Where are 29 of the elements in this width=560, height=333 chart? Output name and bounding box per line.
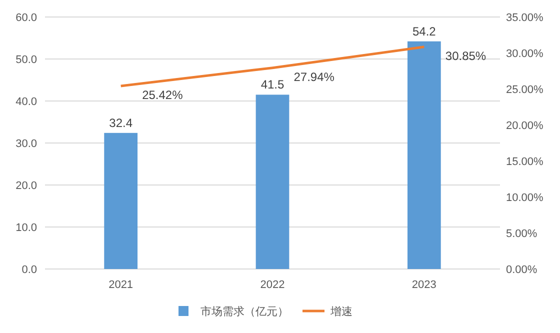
- y2-tick-label: 15.00%: [506, 156, 544, 168]
- bar: [256, 94, 290, 269]
- data-label: 41.5: [260, 78, 284, 92]
- y2-tick-label: 5.00%: [506, 228, 538, 240]
- x-tick-label: 2022: [260, 279, 285, 291]
- y2-tick-label: 25.00%: [506, 84, 544, 96]
- data-label: 25.42%: [142, 88, 184, 102]
- y2-tick-label: 30.00%: [506, 48, 544, 60]
- y-tick-label: 60.0: [16, 12, 37, 24]
- y-tick-label: 30.0: [16, 138, 37, 150]
- bar: [407, 41, 441, 269]
- bar: [104, 132, 138, 269]
- x-tick-label: 2023: [412, 279, 436, 291]
- y2-tick-label: 10.00%: [506, 192, 544, 204]
- data-label: 27.94%: [294, 70, 335, 84]
- x-tick-label: 2021: [108, 279, 134, 291]
- y-tick-label: 10.0: [16, 222, 37, 234]
- y2-tick-label: 0.00%: [506, 264, 538, 276]
- legend-label: 增速: [330, 305, 352, 318]
- y2-tick-label: 20.00%: [506, 120, 544, 132]
- y-tick-label: 50.0: [16, 54, 37, 66]
- y2-tick-label: 35.00%: [506, 12, 544, 24]
- y-tick-label: 20.0: [16, 180, 37, 192]
- data-label: 32.4: [109, 116, 133, 130]
- data-label: 30.85%: [445, 48, 486, 63]
- y-tick-label: 0.0: [22, 264, 37, 276]
- y-tick-label: 40.0: [16, 96, 37, 108]
- legend-label: 市场需求（亿元）: [200, 305, 288, 318]
- data-label: 54.2: [412, 24, 436, 38]
